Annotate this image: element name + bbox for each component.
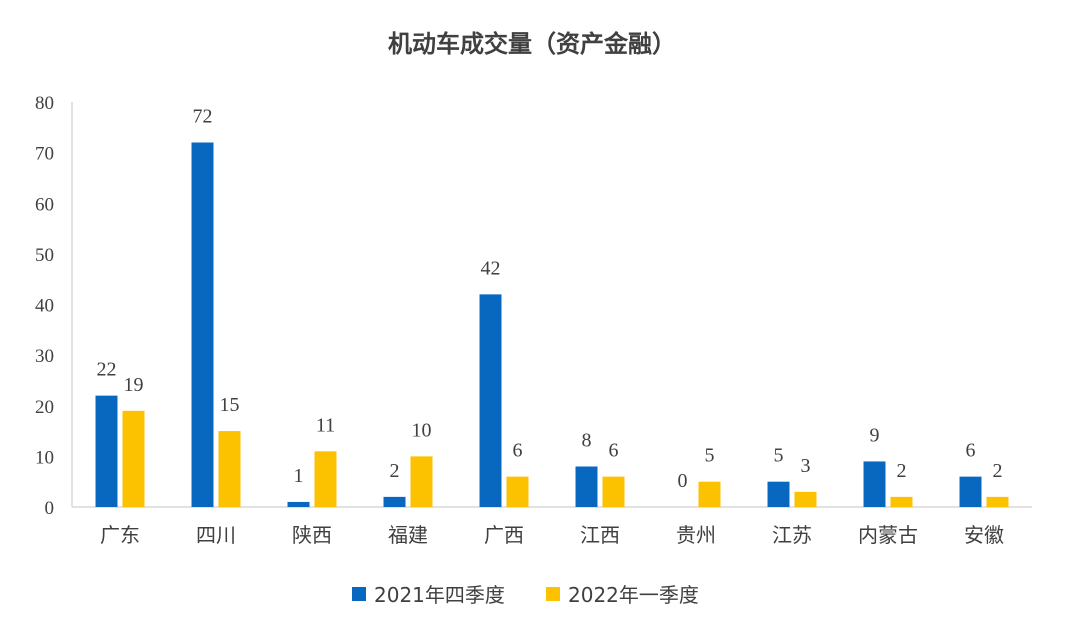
data-label: 6 — [966, 440, 976, 462]
y-tick-label: 60 — [35, 194, 54, 215]
category-label: 安徽 — [964, 523, 1004, 547]
bar — [287, 501, 310, 507]
bar — [410, 456, 433, 507]
category-label: 内蒙古 — [858, 523, 918, 547]
y-tick-labels: 0 10 20 30 40 50 60 70 80 — [35, 93, 54, 519]
bar — [986, 496, 1009, 507]
category-label: 广西 — [484, 523, 524, 547]
bar — [95, 395, 118, 507]
bars — [95, 142, 1009, 507]
data-label: 72 — [193, 106, 213, 128]
data-label: 8 — [582, 430, 592, 452]
data-label: 1 — [294, 465, 304, 487]
bar — [479, 294, 502, 507]
category-label: 贵州 — [676, 523, 716, 547]
y-tick-label: 40 — [35, 296, 54, 317]
legend: 2021年四季度 2022年一季度 — [352, 583, 699, 607]
y-tick-label: 20 — [35, 397, 54, 418]
category-labels: 广东 四川 陕西 福建 广西 江西 贵州 江苏 内蒙古 安徽 — [100, 523, 1004, 547]
data-label: 15 — [220, 394, 240, 416]
data-label: 2 — [390, 460, 400, 482]
y-tick-label: 80 — [35, 93, 54, 114]
data-label: 6 — [513, 440, 523, 462]
category-label: 陕西 — [292, 523, 332, 547]
y-tick-label: 0 — [45, 498, 55, 519]
bar — [122, 410, 145, 507]
data-label: 19 — [124, 374, 144, 396]
category-label: 江西 — [580, 523, 620, 547]
bar — [575, 466, 598, 507]
legend-label: 2021年四季度 — [374, 583, 505, 607]
data-label: 9 — [870, 424, 880, 446]
y-tick-label: 70 — [35, 144, 54, 165]
bar — [890, 496, 913, 507]
legend-swatch — [546, 587, 560, 601]
data-label: 10 — [412, 419, 432, 441]
legend-label: 2022年一季度 — [568, 583, 699, 607]
legend-swatch — [352, 587, 366, 601]
category-label: 广东 — [100, 523, 140, 547]
chart-title: 机动车成交量（资产金融） — [388, 30, 676, 58]
data-label: 2 — [897, 460, 907, 482]
data-label: 0 — [678, 470, 688, 492]
category-label: 四川 — [196, 523, 236, 547]
data-label: 2 — [993, 460, 1003, 482]
data-label: 3 — [801, 455, 811, 477]
axes — [71, 102, 1032, 508]
category-label: 江苏 — [772, 523, 812, 547]
y-tick-label: 10 — [35, 447, 54, 468]
bar — [314, 451, 337, 507]
bar — [191, 142, 214, 507]
bar — [218, 431, 241, 507]
y-tick-label: 50 — [35, 245, 54, 266]
data-label: 5 — [774, 445, 784, 467]
y-tick-label: 30 — [35, 346, 54, 367]
category-label: 福建 — [388, 523, 428, 547]
bar — [506, 476, 529, 507]
data-label: 22 — [97, 359, 117, 381]
bar — [767, 481, 790, 507]
data-label: 5 — [705, 445, 715, 467]
bar — [959, 476, 982, 507]
bar — [794, 491, 817, 507]
bar — [383, 496, 406, 507]
bar — [863, 461, 886, 507]
data-label: 11 — [316, 414, 335, 436]
data-label: 6 — [609, 440, 619, 462]
data-label: 42 — [481, 257, 501, 279]
bar — [602, 476, 625, 507]
bar — [698, 481, 721, 507]
